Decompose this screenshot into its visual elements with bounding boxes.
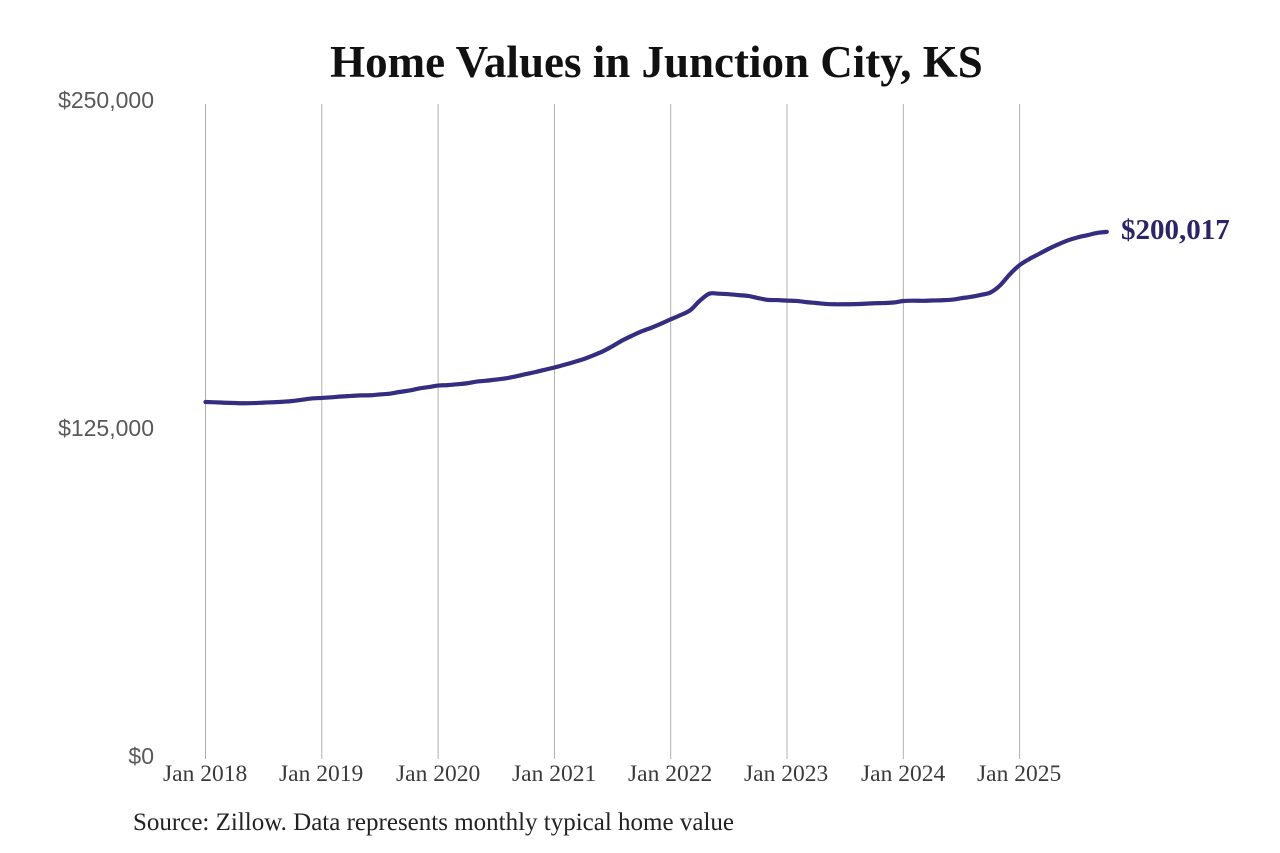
svg-text:$125,000: $125,000 bbox=[58, 415, 154, 441]
svg-text:Jan 2022: Jan 2022 bbox=[628, 761, 712, 787]
svg-text:$250,000: $250,000 bbox=[58, 87, 154, 113]
svg-text:Jan 2019: Jan 2019 bbox=[279, 761, 363, 787]
svg-text:Jan 2024: Jan 2024 bbox=[861, 761, 945, 787]
svg-text:$200,017: $200,017 bbox=[1121, 214, 1230, 246]
svg-text:Jan 2020: Jan 2020 bbox=[396, 761, 480, 787]
svg-text:Jan 2021: Jan 2021 bbox=[512, 761, 596, 787]
svg-text:Jan 2025: Jan 2025 bbox=[977, 761, 1061, 787]
svg-text:Jan 2023: Jan 2023 bbox=[744, 761, 828, 787]
svg-text:Jan 2018: Jan 2018 bbox=[163, 761, 247, 787]
svg-text:$0: $0 bbox=[128, 743, 154, 769]
